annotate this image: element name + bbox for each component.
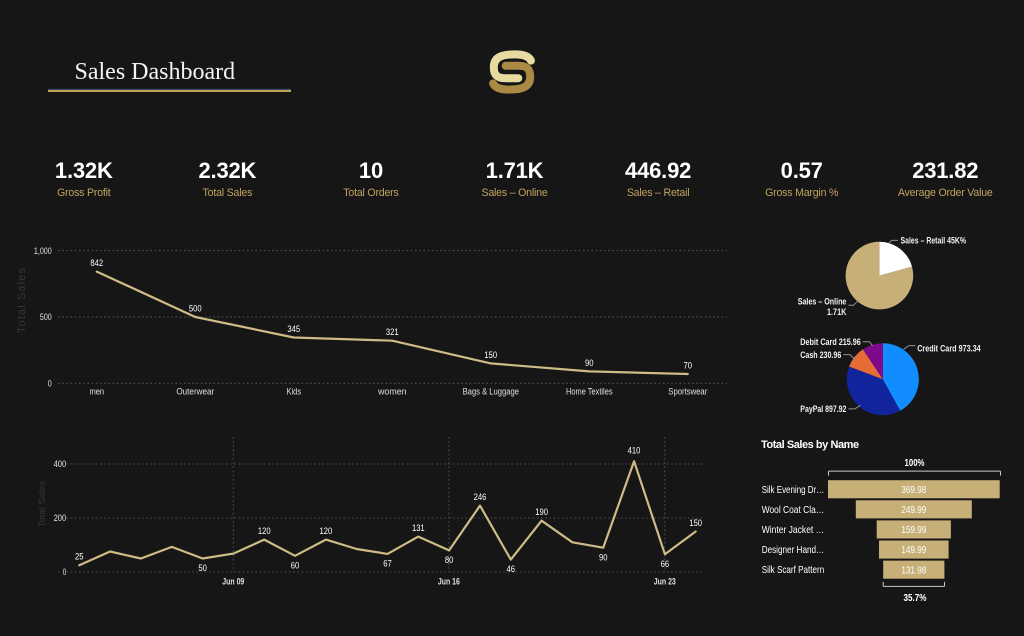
svg-text:1.71K: 1.71K: [827, 307, 847, 317]
svg-text:Home Textiles: Home Textiles: [566, 387, 613, 397]
svg-text:Jun 16: Jun 16: [438, 576, 460, 586]
svg-text:120: 120: [258, 526, 271, 536]
svg-text:Total Sales: Total Sales: [16, 267, 28, 333]
svg-text:90: 90: [585, 358, 594, 368]
svg-text:Sales – Online: Sales – Online: [798, 296, 847, 306]
svg-text:women: women: [377, 387, 406, 397]
svg-text:Kids: Kids: [287, 387, 302, 397]
svg-text:120: 120: [319, 526, 332, 536]
svg-text:0: 0: [63, 567, 67, 577]
svg-text:Silk Scarf Pattern: Silk Scarf Pattern: [762, 565, 825, 576]
svg-text:Credit Card 973.34: Credit Card 973.34: [917, 344, 981, 354]
svg-text:249.99: 249.99: [901, 505, 926, 516]
svg-text:35.7%: 35.7%: [904, 593, 927, 604]
svg-text:321: 321: [386, 327, 399, 337]
svg-text:1,000: 1,000: [34, 246, 52, 256]
svg-text:159.99: 159.99: [901, 525, 926, 536]
svg-text:Winter Jacket …: Winter Jacket …: [762, 525, 825, 536]
svg-text:Outerwear: Outerwear: [176, 387, 214, 397]
svg-text:0: 0: [48, 379, 52, 389]
svg-text:46: 46: [507, 564, 516, 574]
svg-text:131.98: 131.98: [901, 565, 926, 576]
svg-text:Cash 230.96: Cash 230.96: [800, 350, 841, 360]
svg-text:80: 80: [445, 555, 454, 565]
svg-text:150: 150: [689, 518, 702, 528]
svg-text:Designer Hand…: Designer Hand…: [762, 545, 825, 556]
svg-text:67: 67: [383, 559, 392, 569]
svg-text:Bags & Luggage: Bags & Luggage: [463, 387, 519, 397]
svg-text:500: 500: [189, 303, 202, 313]
svg-text:200: 200: [54, 513, 67, 523]
svg-text:Debit Card 215.96: Debit Card 215.96: [800, 337, 861, 347]
svg-text:246: 246: [474, 492, 487, 502]
svg-text:131: 131: [412, 523, 425, 533]
svg-text:66: 66: [661, 559, 670, 569]
svg-text:PayPal 897.92: PayPal 897.92: [800, 404, 846, 414]
svg-text:Wool Coat Cla…: Wool Coat Cla…: [762, 505, 825, 516]
svg-text:100%: 100%: [905, 458, 925, 469]
svg-text:369.98: 369.98: [901, 485, 926, 496]
svg-text:345: 345: [287, 324, 300, 334]
svg-text:50: 50: [198, 563, 207, 573]
svg-text:60: 60: [291, 560, 300, 570]
svg-text:25: 25: [75, 552, 84, 562]
svg-text:Jun 09: Jun 09: [222, 576, 244, 586]
svg-text:410: 410: [628, 446, 641, 456]
svg-text:149.99: 149.99: [901, 545, 926, 556]
svg-text:Silk Evening Dr…: Silk Evening Dr…: [762, 485, 825, 496]
svg-text:Total Sales: Total Sales: [37, 481, 48, 528]
svg-text:190: 190: [535, 507, 548, 517]
svg-text:men: men: [89, 387, 104, 397]
svg-text:70: 70: [684, 360, 693, 370]
svg-text:Sales – Retail 45K%: Sales – Retail 45K%: [901, 236, 967, 246]
svg-text:500: 500: [40, 312, 52, 322]
svg-text:Sportswear: Sportswear: [668, 387, 707, 397]
svg-text:400: 400: [54, 459, 67, 469]
svg-text:842: 842: [90, 258, 103, 268]
svg-text:90: 90: [599, 552, 608, 562]
svg-text:Jun 23: Jun 23: [654, 576, 676, 586]
svg-text:150: 150: [484, 350, 497, 360]
